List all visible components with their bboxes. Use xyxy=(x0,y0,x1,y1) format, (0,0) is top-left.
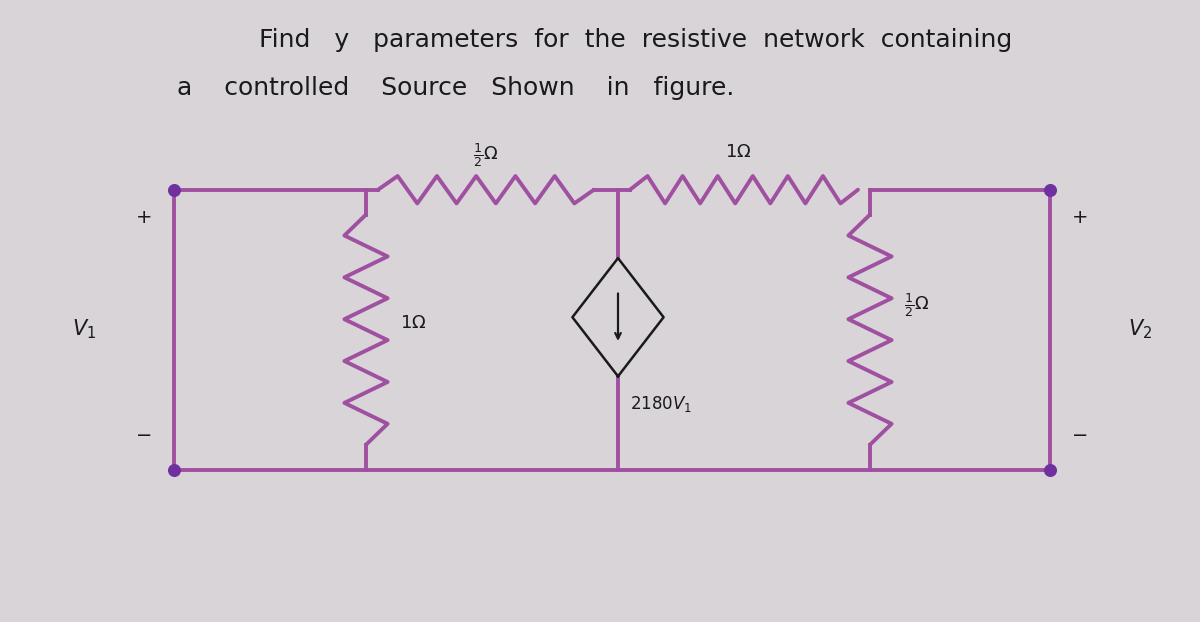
Text: $\frac{1}{2}\Omega$: $\frac{1}{2}\Omega$ xyxy=(473,142,499,169)
Text: $V_2$: $V_2$ xyxy=(1128,318,1152,341)
Point xyxy=(1040,465,1060,475)
Text: −: − xyxy=(136,426,152,445)
Point xyxy=(164,185,184,195)
Text: $\frac{1}{2}\Omega$: $\frac{1}{2}\Omega$ xyxy=(904,291,929,318)
Text: $1\Omega$: $1\Omega$ xyxy=(400,315,426,332)
Text: $V_1$: $V_1$ xyxy=(72,318,96,341)
Text: +: + xyxy=(136,208,152,227)
Text: $2180V_1$: $2180V_1$ xyxy=(630,394,692,414)
Point xyxy=(1040,185,1060,195)
Point xyxy=(164,465,184,475)
Text: $1\Omega$: $1\Omega$ xyxy=(725,144,751,161)
Text: −: − xyxy=(1072,426,1088,445)
Text: +: + xyxy=(1072,208,1088,227)
Text: a    controlled    Source   Shown    in   figure.: a controlled Source Shown in figure. xyxy=(178,77,734,100)
Text: Find   y   parameters  for  the  resistive  network  containing: Find y parameters for the resistive netw… xyxy=(259,29,1013,52)
